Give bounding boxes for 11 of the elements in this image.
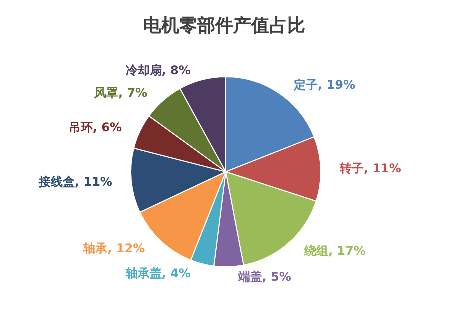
slice-label: 轴承盖, 4% (124, 266, 191, 281)
slice-label: 定子, 19% (293, 78, 356, 92)
slice-label: 接线盒, 11% (38, 174, 112, 189)
chart-title: 电机零部件产值占比 (144, 16, 306, 36)
slice-label: 转子, 11% (338, 162, 402, 176)
slice-label: 轴承, 12% (82, 242, 146, 256)
slice-label: 端盖, 5% (237, 270, 292, 284)
slice-label: 冷却扇, 8% (126, 63, 191, 78)
slice-label: 绕组, 17% (303, 244, 366, 258)
slice-label: 吊环, 6% (68, 120, 122, 134)
slice-label: 风罩, 7% (93, 86, 148, 100)
